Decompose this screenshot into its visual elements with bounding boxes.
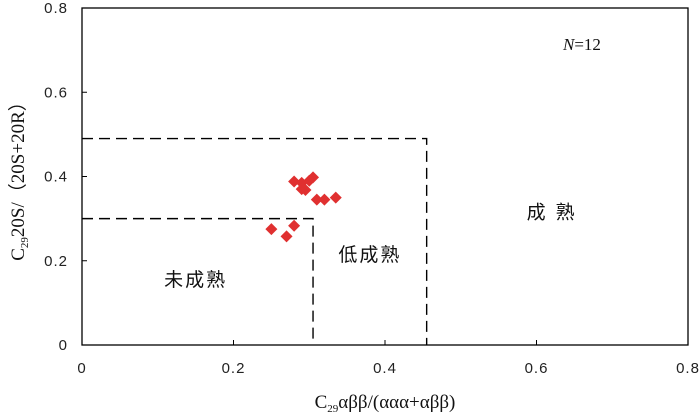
boundary-low-mature — [82, 137, 428, 345]
x-tick-label: 0.8 — [676, 360, 700, 377]
x-tick-label: 0.4 — [373, 360, 397, 377]
data-point — [310, 193, 323, 206]
region-label: 未成熟 — [164, 269, 227, 291]
data-point — [288, 175, 301, 188]
x-tick-label: 0.6 — [525, 360, 549, 377]
data-point — [299, 183, 312, 196]
x-tick-label: 0.2 — [222, 360, 246, 377]
y-tick-label: 0.8 — [44, 0, 68, 17]
sample-count-annotation: N=12 — [562, 35, 601, 54]
region-label: 低成熟 — [338, 244, 401, 266]
data-point — [307, 171, 320, 184]
y-tick-label: 0 — [59, 337, 68, 354]
y-axis-title: C2920S/（20S+20R） — [7, 92, 31, 261]
data-point — [265, 223, 278, 236]
x-axis-title: C29αββ/(ααα+αββ) — [315, 392, 456, 414]
region-label: 成 熟 — [527, 202, 577, 224]
data-point — [288, 219, 301, 232]
data-point — [329, 191, 342, 204]
y-tick-label: 0.2 — [44, 253, 68, 270]
y-tick-label: 0.6 — [44, 84, 68, 101]
data-point — [280, 230, 293, 243]
boundary-immature — [82, 217, 314, 345]
plot-frame — [81, 7, 689, 346]
data-point — [318, 193, 331, 206]
x-tick-label: 0 — [77, 360, 86, 377]
y-tick-label: 0.4 — [44, 169, 68, 186]
